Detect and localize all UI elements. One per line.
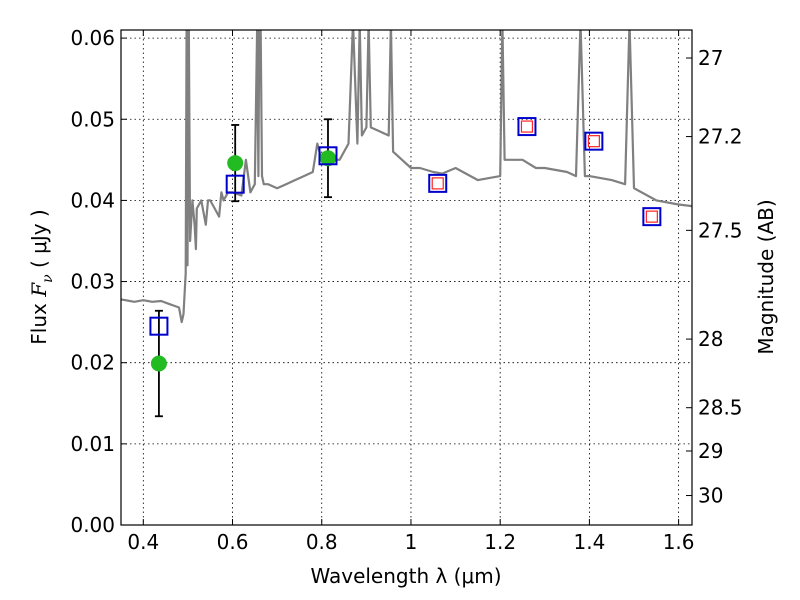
model-band-square [149,316,169,336]
model-spectrum-line [121,30,692,324]
data-markers [149,117,662,418]
model-band-square [225,174,245,194]
x-axis-label: Wavelength λ (μm) [310,564,501,588]
y-axis-label-prefix: Flux [27,297,51,345]
y-tick-label: 0.00 [70,513,115,537]
x-tick-label: 1.6 [663,530,695,554]
grid-lines [121,30,692,526]
y2-tick-label: 27.5 [698,218,743,242]
x-tick-label: 0.6 [217,530,249,554]
predicted-square [645,210,658,223]
y-axis-label: Flux Fν ( μJy ) [27,209,56,344]
model-band-square [318,146,338,166]
predicted-square [587,135,600,148]
y2-tick-label: 27 [698,46,723,70]
model-band-square [517,117,537,137]
predicted-square [520,120,534,133]
y2-tick-label: 28.5 [698,396,743,420]
model-band-square [584,131,604,151]
y-tick-label: 0.04 [70,188,115,212]
y-axis-label-subscript: ν [40,274,56,283]
predicted-square [431,177,444,190]
observed-point [319,150,336,167]
y-tick-label: 0.01 [70,432,115,456]
y2-axis-label: Magnitude (AB) [754,199,778,354]
y-tick-label: 0.03 [70,270,115,294]
y2-tick-label: 27.2 [698,125,743,149]
y-tick-label: 0.05 [70,107,115,131]
observed-point [227,155,244,172]
model-band-square [428,173,448,193]
axis-ticks: 0.4 0.6 0.8 1 1.2 1.4 1.6 0.00 0.01 0.02 0.03 0.04 0… [70,26,742,554]
x-tick-label: 0.4 [127,530,159,554]
plot-area [121,30,692,324]
plot-frame [120,29,693,526]
y-axis-label-units: ( μJy ) [27,209,51,274]
y-tick-label: 0.02 [70,351,115,375]
y2-tick-label: 29 [698,439,723,463]
model-band-square [642,207,662,227]
y-axis-label-symbol: F [27,282,51,298]
observed-point [150,355,167,372]
x-tick-label: 1.4 [573,530,605,554]
x-tick-label: 1.2 [484,530,516,554]
y2-tick-label: 30 [698,484,723,508]
y2-tick-label: 28 [698,327,723,351]
y-tick-label: 0.06 [70,26,115,50]
x-tick-label: 1 [405,530,418,554]
x-tick-label: 0.8 [306,530,338,554]
